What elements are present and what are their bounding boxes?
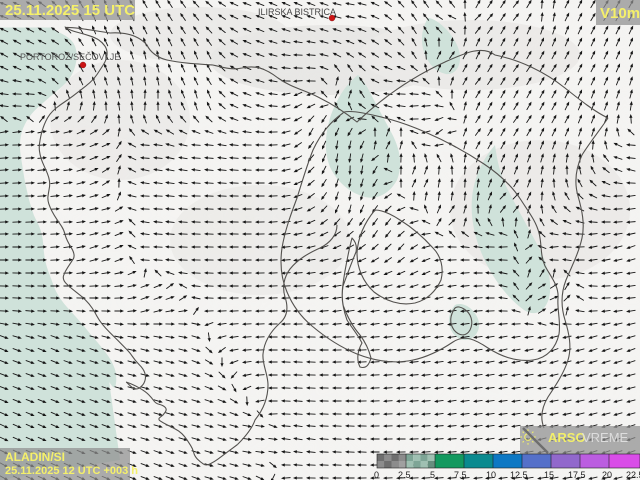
svg-text:25.11.2025 12 UTC +003 h: 25.11.2025 12 UTC +003 h bbox=[5, 465, 138, 477]
svg-text:VREME: VREME bbox=[582, 430, 629, 445]
svg-text:22.5: 22.5 bbox=[626, 470, 640, 480]
svg-text:7.5: 7.5 bbox=[454, 470, 467, 480]
svg-text:15: 15 bbox=[544, 470, 554, 480]
svg-text:20: 20 bbox=[602, 470, 612, 480]
svg-text:12.5: 12.5 bbox=[510, 470, 528, 480]
svg-text:ARSO: ARSO bbox=[548, 430, 586, 445]
svg-text:ALADIN/SI: ALADIN/SI bbox=[5, 450, 65, 464]
svg-text:PORTOROŽ/SEČOVLJE: PORTOROŽ/SEČOVLJE bbox=[20, 52, 120, 62]
svg-text:ILIRSKA BISTRICA: ILIRSKA BISTRICA bbox=[258, 7, 336, 17]
svg-text:0: 0 bbox=[374, 470, 379, 480]
svg-text:5: 5 bbox=[430, 470, 435, 480]
svg-text:10: 10 bbox=[486, 470, 496, 480]
svg-text:17.5: 17.5 bbox=[568, 470, 586, 480]
svg-text:2.5: 2.5 bbox=[398, 470, 411, 480]
svg-text:25.11.2025 15 UTC: 25.11.2025 15 UTC bbox=[5, 2, 135, 19]
svg-text:V10m: V10m bbox=[600, 5, 640, 22]
